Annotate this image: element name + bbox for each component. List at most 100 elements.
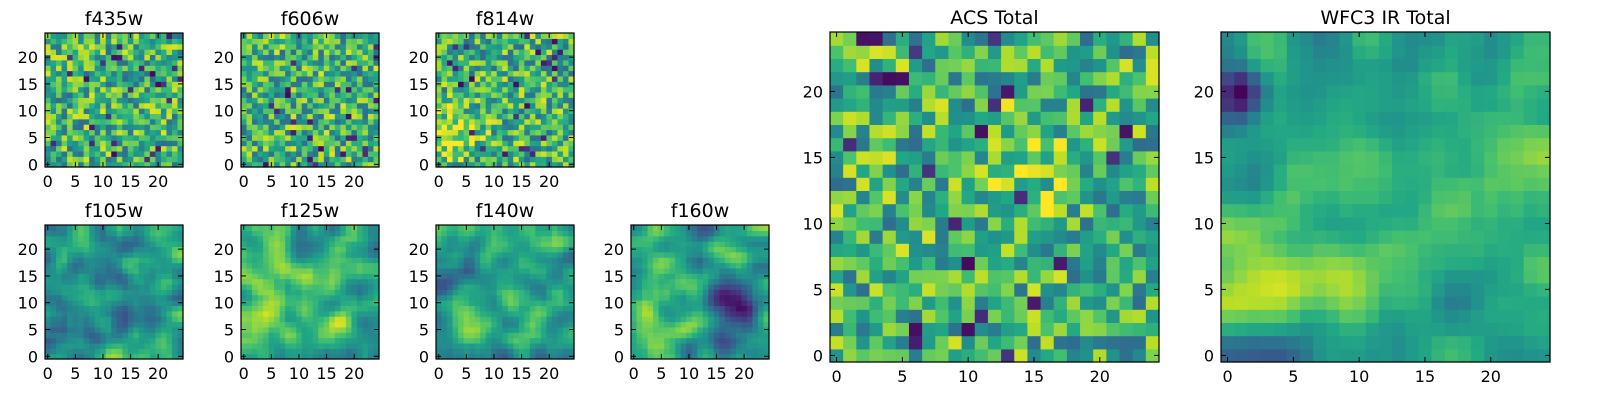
heatmap-cell [647,267,654,274]
heatmap-cell [535,310,542,317]
heatmap-cell [144,278,151,285]
heatmap-cell [290,102,297,109]
heatmap-cell [160,102,168,109]
heatmap-cell [502,257,509,264]
axes-frame [44,224,184,360]
heatmap-cell [664,283,671,290]
heatmap-cell [100,257,107,264]
heatmap-cell [351,108,358,114]
heatmap-cell [447,161,454,168]
heatmap-cell [334,49,341,56]
heatmap-cell [45,43,52,50]
heatmap-cell [686,235,693,242]
heatmap-cell [452,337,459,344]
heatmap-cell [334,353,341,360]
heatmap-cell [340,33,347,39]
heatmap-cell [138,332,145,339]
heatmap-cell [263,316,270,323]
heatmap-cell [524,246,531,253]
heatmap-cell [100,316,107,323]
heatmap-cell [133,251,140,258]
heatmap-cell [463,124,470,131]
heatmap-cell [285,294,292,301]
heatmap-cell [351,134,358,141]
heatmap-cell [133,145,140,152]
heatmap-cell [285,262,292,269]
heatmap-cell [895,230,910,244]
heatmap-cell [105,305,112,312]
heatmap-cell [513,145,520,152]
heatmap-cell [122,75,129,82]
heatmap-cell [50,300,57,306]
heatmap-cell [329,246,336,253]
heatmap-cell [546,337,553,344]
heatmap-cell [474,140,481,147]
heatmap-cell [730,342,737,349]
heatmap-cell [252,49,259,56]
heatmap-cell [296,75,303,82]
heatmap-cell [263,321,270,328]
heatmap-cell [735,316,742,323]
heatmap-cell [241,267,248,274]
heatmap-cell [636,235,643,242]
heatmap-cell [948,309,963,323]
heatmap-cell [144,230,151,237]
heatmap-cell [1119,177,1134,191]
heatmap-cell [268,283,275,290]
heatmap-cell [307,321,314,328]
heatmap-cell [127,156,134,163]
heatmap-cell [122,161,129,168]
heatmap-cell [323,140,330,147]
heatmap-cell [78,118,85,125]
heatmap-cell [518,321,525,328]
heatmap-cell [78,289,85,296]
heatmap-cell [263,353,270,360]
heatmap-cell [334,54,341,61]
heatmap-cell [474,230,481,237]
heatmap-cell [557,235,564,242]
heatmap-cell [647,273,654,280]
heatmap-cell [78,134,85,141]
heatmap-cell [719,321,726,328]
heatmap-cell [961,282,976,297]
heatmap-cell [507,273,514,280]
heatmap-cell [922,322,936,337]
heatmap-cell [263,97,270,104]
heatmap-cell [274,140,281,147]
heatmap-cell [155,262,162,269]
heatmap-cell [469,235,476,242]
heatmap-cell [436,316,443,323]
heatmap-cell [974,164,989,178]
heatmap-cell [285,156,292,163]
heatmap-cell [318,348,325,355]
heatmap-cell [166,353,173,360]
heatmap-cell [149,161,156,168]
heatmap-cell [307,33,314,39]
heatmap-cell [155,91,162,98]
heatmap-cell [257,140,264,147]
heatmap-cell [529,235,536,242]
heatmap-cell [724,289,731,296]
y-tick-label: 20 [409,48,429,67]
heatmap-cell [458,70,465,77]
heatmap-cell [474,310,481,317]
heatmap-cell [279,342,286,349]
heatmap-cell [507,134,514,141]
heatmap-cell [100,140,107,147]
heatmap-cell [557,321,564,328]
heatmap-cell [50,91,57,98]
heatmap-cell [669,257,676,264]
heatmap-cell [557,262,564,269]
heatmap-cell [686,294,693,301]
heatmap-cell [719,316,726,323]
heatmap-cell [513,113,520,120]
heatmap-cell [274,38,281,45]
heatmap-cell [323,246,330,253]
heatmap-cell [301,294,308,301]
heatmap-cell [1145,348,1160,363]
heatmap-cell [869,150,884,165]
axes-frame [240,32,380,168]
heatmap-cell [757,305,765,312]
heatmap-cell [1093,203,1107,218]
